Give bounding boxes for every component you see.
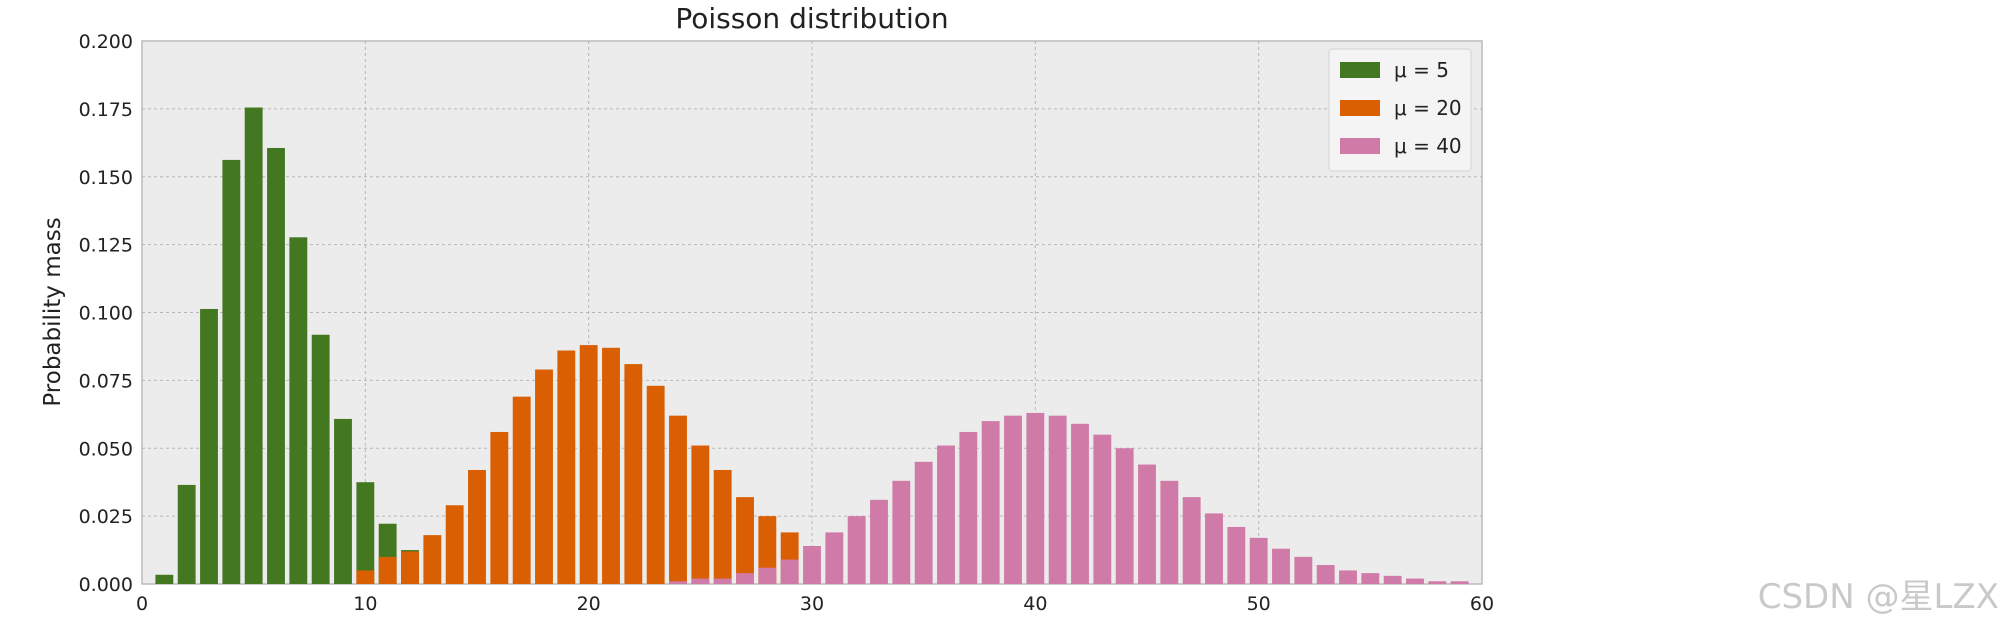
x-tick-label: 10 [353,593,377,615]
bar-series-3 [1093,434,1112,584]
legend-label: μ = 5 [1394,58,1449,82]
watermark-text: CSDN @星LZX [1757,577,1999,617]
bar-series-3 [981,421,1000,584]
bar-series-3 [1227,526,1246,584]
bar-series-3 [1138,464,1156,584]
bar-series-3 [1182,497,1201,584]
y-tick-label: 0.050 [79,438,133,460]
bar-series-3 [937,445,955,584]
bar-series-2 [758,516,777,584]
y-axis-label: Probability mass [40,217,66,406]
bar-series-3 [713,578,732,584]
y-tick-label: 0.075 [79,370,133,392]
bar-series-2 [512,396,531,584]
y-tick-label: 0.000 [79,574,133,596]
bar-series-2 [445,505,464,584]
bar-series-1 [222,159,241,585]
x-tick-label: 0 [136,593,148,615]
bar-series-2 [691,445,710,584]
legend-swatch [1340,62,1380,78]
bar-series-2 [557,350,576,584]
x-tick-label: 40 [1023,593,1047,615]
y-tick-label: 0.175 [79,99,133,121]
bar-series-3 [870,499,888,584]
bar-series-1 [311,334,330,584]
bar-series-3 [780,559,799,584]
bar-series-3 [914,461,933,584]
bar-series-3 [1071,423,1089,584]
bar-series-1 [200,308,218,584]
bar-series-1 [356,482,375,584]
bar-series-3 [959,431,978,584]
bar-series-3 [1339,570,1357,584]
legend-swatch [1340,100,1380,116]
bar-series-3 [892,480,911,584]
x-tick-label: 60 [1470,593,1494,615]
bar-series-3 [1026,412,1045,584]
bar-series-3 [1249,537,1268,584]
bar-series-2 [624,364,643,584]
bar-series-3 [1048,415,1067,584]
bar-series-3 [803,545,821,584]
bar-series-1 [177,484,196,584]
chart-title: Poisson distribution [675,2,948,35]
bar-series-3 [736,573,754,584]
bar-series-1 [244,107,263,584]
bar-series-2 [401,551,419,584]
bar-series-3 [847,516,866,584]
bar-series-3 [1316,564,1335,584]
bar-series-2 [423,535,442,584]
bar-series-3 [669,581,687,584]
bar-series-1 [267,147,285,584]
bar-series-1 [334,418,352,584]
bar-series-2 [535,369,553,584]
legend-swatch [1340,138,1380,154]
y-tick-label: 0.125 [79,235,133,257]
bar-series-3 [1205,513,1223,584]
bar-series-2 [356,570,375,584]
bar-series-3 [1450,581,1469,584]
bar-series-2 [378,556,397,584]
y-tick-label: 0.025 [79,506,133,528]
legend-label: μ = 20 [1394,96,1462,120]
bar-series-3 [1294,556,1313,584]
bar-series-2 [669,415,687,584]
x-tick-label: 30 [800,593,824,615]
bar-series-1 [289,237,308,584]
bar-series-3 [825,532,844,584]
bar-series-2 [736,497,754,584]
bar-series-3 [1428,581,1447,584]
x-axis: 0 10 20 30 40 50 60 [136,593,1494,615]
bar-series-2 [646,385,665,584]
bar-series-2 [490,431,509,584]
bar-series-2 [713,469,732,584]
bar-series-3 [1160,480,1179,584]
legend: μ = 5 μ = 20 μ = 40 [1328,48,1472,172]
bar-series-3 [1383,575,1402,584]
bar-series-2 [579,345,598,584]
bar-series-1 [155,574,174,584]
y-tick-label: 0.200 [79,31,133,53]
x-tick-label: 50 [1247,593,1271,615]
y-tick-label: 0.100 [79,303,133,325]
bar-series-3 [1115,448,1134,584]
bar-series-3 [691,578,710,584]
bar-series-3 [758,567,777,584]
x-tick-label: 20 [577,593,601,615]
y-axis: 0.000 0.025 0.050 0.075 0.100 0.125 0.150 0.175… [79,31,133,596]
y-tick-label: 0.150 [79,167,133,189]
legend-label: μ = 40 [1394,134,1462,158]
bar-series-3 [1272,548,1290,584]
bar-series-2 [468,469,486,584]
bar-series-3 [1361,573,1380,584]
bars [155,107,1469,585]
bar-series-2 [602,347,620,584]
bar-series-3 [1004,415,1022,584]
bar-series-3 [1406,578,1424,584]
